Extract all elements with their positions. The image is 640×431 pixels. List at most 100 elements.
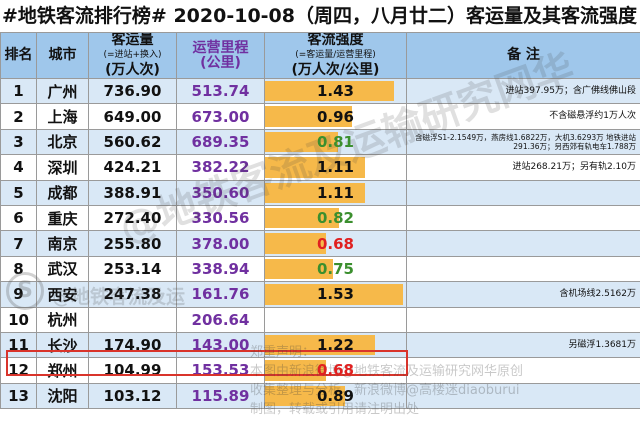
- intensity-bar: [265, 284, 404, 305]
- intensity-cell: 0.96: [264, 103, 407, 130]
- intensity-value: 0.68: [316, 361, 354, 380]
- intensity-value: 0.68: [316, 234, 354, 253]
- table-row: 12 郑州 104.99 153.53 0.68: [0, 357, 640, 384]
- length-cell: 330.56: [176, 204, 265, 232]
- length-cell: 673.00: [176, 103, 265, 130]
- length-cell: 513.74: [176, 77, 265, 105]
- intensity-cell: 0.68: [264, 230, 407, 257]
- table-row: 1 广州 736.90 513.74 1.43 进站397.95万；含广佛线佛山段: [0, 77, 640, 105]
- rank-cell: 9: [0, 281, 37, 308]
- length-cell: 689.35: [176, 128, 265, 156]
- note-cell: [406, 204, 640, 232]
- city-cell: 广州: [36, 77, 89, 105]
- table-row: 4 深圳 424.21 382.22 1.11 进站268.21万；另有轨2.10万: [0, 154, 640, 181]
- rank-cell: 6: [0, 204, 37, 232]
- intensity-value: 1.43: [316, 82, 354, 101]
- header-rank: 排名: [0, 32, 37, 79]
- table-row: 9 西安 247.38 161.76 1.53 含机场线2.5162万: [0, 281, 640, 308]
- intensity-bar: [265, 385, 346, 407]
- note-cell: [406, 357, 640, 384]
- length-cell: 153.53: [176, 357, 265, 384]
- city-cell: 西安: [36, 281, 89, 308]
- note-cell: 不含磁悬浮约1万人次: [406, 103, 640, 130]
- header-intensity-sub: (=客运量/运营里程): [295, 50, 376, 60]
- volume-cell: 388.91: [88, 179, 177, 206]
- city-cell: 武汉: [36, 255, 89, 283]
- intensity-cell: 0.81: [264, 128, 407, 156]
- intensity-bar: [265, 207, 340, 229]
- note-cell: 含机场线2.5162万: [406, 281, 640, 308]
- intensity-cell: 1.43: [264, 77, 407, 105]
- header-intensity-unit: (万人次/公里): [291, 62, 380, 78]
- intensity-cell: 0.68: [264, 357, 407, 384]
- note-cell: 进站397.95万；含广佛线佛山段: [406, 77, 640, 105]
- length-cell: 350.60: [176, 179, 265, 206]
- rank-cell: 11: [0, 331, 37, 359]
- length-cell: 338.94: [176, 255, 265, 283]
- city-cell: 杭州: [36, 306, 89, 333]
- intensity-bar: [265, 106, 352, 127]
- intensity-value: 0.75: [316, 259, 354, 278]
- header-intensity-label: 客流强度: [307, 32, 364, 48]
- header-city: 城市: [36, 32, 89, 79]
- intensity-cell: 0.82: [264, 204, 407, 232]
- length-cell: 206.64: [176, 306, 265, 333]
- header-volume-label: 客运量: [111, 32, 154, 48]
- city-cell: 长沙: [36, 331, 89, 359]
- volume-cell: 560.62: [88, 128, 177, 156]
- header-length-label: 运营里程: [192, 39, 249, 56]
- rank-cell: 1: [0, 77, 37, 105]
- intensity-cell: 1.11: [264, 179, 407, 206]
- rank-cell: 4: [0, 154, 37, 181]
- volume-cell: 253.14: [88, 255, 177, 283]
- length-cell: 115.89: [176, 382, 265, 410]
- intensity-cell: 1.22: [264, 331, 407, 359]
- volume-cell: 736.90: [88, 77, 177, 105]
- header-volume-unit: (万人次): [105, 62, 160, 78]
- note-cell: [406, 230, 640, 257]
- intensity-bar: [265, 233, 327, 254]
- header-notes: 备 注: [406, 32, 640, 79]
- note-cell: 进站268.21万；另有轨2.10万: [406, 154, 640, 181]
- intensity-value: 0.81: [316, 132, 354, 151]
- note-cell: 另磁浮1.3681万: [406, 331, 640, 359]
- volume-cell: 103.12: [88, 382, 177, 410]
- intensity-cell: 1.11: [264, 154, 407, 181]
- intensity-cell: 0.75: [264, 255, 407, 283]
- city-cell: 南京: [36, 230, 89, 257]
- volume-cell: 174.90: [88, 331, 177, 359]
- intensity-cell: [264, 306, 407, 333]
- ranking-table: 排名 城市 客运量 (=进站+换入) (万人次) 运营里程 (公里) 客流强度 …: [0, 32, 640, 410]
- length-cell: 143.00: [176, 331, 265, 359]
- rank-cell: 12: [0, 357, 37, 384]
- intensity-value: 0.89: [316, 386, 354, 405]
- city-cell: 北京: [36, 128, 89, 156]
- header-intensity: 客流强度 (=客运量/运营里程) (万人次/公里): [264, 32, 407, 79]
- city-cell: 上海: [36, 103, 89, 130]
- intensity-bar: [265, 182, 366, 203]
- page-title: #地铁客流排行榜# 2020-10-08（周四，八月廿二）客运量及其客流强度: [0, 0, 640, 32]
- intensity-value: 1.11: [316, 183, 354, 202]
- intensity-value: 1.22: [316, 336, 354, 355]
- table-row: 13 沈阳 103.12 115.89 0.89: [0, 382, 640, 410]
- header-length-unit: (公里): [200, 54, 241, 71]
- rank-cell: 8: [0, 255, 37, 283]
- intensity-value: 0.96: [316, 107, 354, 126]
- table-row: 11 长沙 174.90 143.00 1.22 另磁浮1.3681万: [0, 331, 640, 359]
- intensity-cell: 1.53: [264, 281, 407, 308]
- intensity-value: 0.82: [316, 209, 354, 228]
- table-header-row: 排名 城市 客运量 (=进站+换入) (万人次) 运营里程 (公里) 客流强度 …: [0, 32, 640, 79]
- rank-cell: 10: [0, 306, 37, 333]
- city-cell: 沈阳: [36, 382, 89, 410]
- intensity-bar: [265, 157, 366, 178]
- intensity-cell: 0.89: [264, 382, 407, 410]
- city-cell: 重庆: [36, 204, 89, 232]
- volume-cell: 104.99: [88, 357, 177, 384]
- city-cell: 郑州: [36, 357, 89, 384]
- volume-cell: 424.21: [88, 154, 177, 181]
- rank-cell: 5: [0, 179, 37, 206]
- header-volume-sub: (=进站+换入): [103, 50, 162, 60]
- volume-cell: 247.38: [88, 281, 177, 308]
- length-cell: 161.76: [176, 281, 265, 308]
- volume-cell: 255.80: [88, 230, 177, 257]
